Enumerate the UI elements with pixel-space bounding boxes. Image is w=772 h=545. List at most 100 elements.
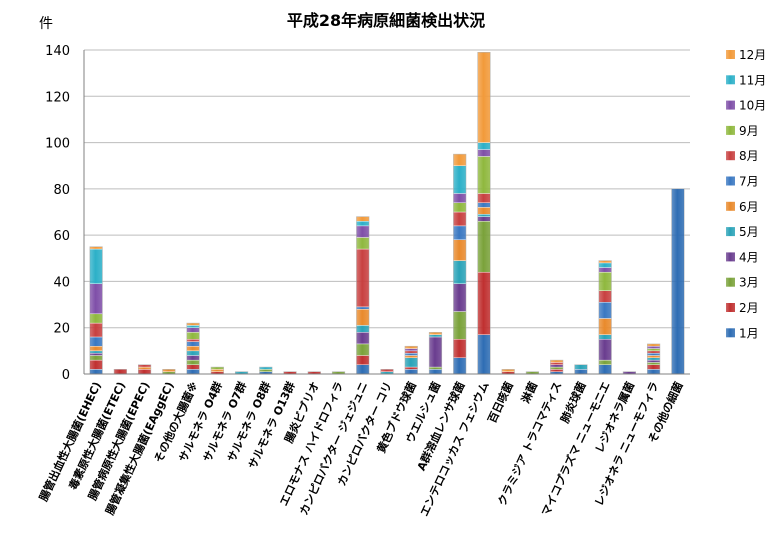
bar-segment <box>550 359 564 363</box>
bar-segment <box>89 352 103 356</box>
bar-segment <box>186 355 200 361</box>
bar-segment <box>453 202 467 213</box>
bar-segment <box>550 369 564 372</box>
legend-swatch <box>726 125 735 135</box>
bar-segment <box>574 369 588 375</box>
bar-segment <box>647 350 661 354</box>
bar-segment <box>186 364 200 370</box>
chart-title: 平成28年病原細菌検出状況 <box>287 11 485 30</box>
legend-swatch <box>726 303 735 312</box>
bar-segment <box>550 366 564 370</box>
bar-segment <box>356 355 370 365</box>
bar-segment <box>404 366 418 370</box>
bar-segment <box>647 355 661 359</box>
bar-segment <box>647 364 661 370</box>
bar-segment <box>89 350 103 354</box>
bar-segment <box>356 306 370 310</box>
bar-segment <box>186 350 200 356</box>
bar-segment <box>186 346 200 352</box>
legend-label: 3月 <box>739 276 759 290</box>
bar-segment <box>89 346 103 352</box>
bar-segment <box>428 366 442 370</box>
bar-segment <box>89 246 103 250</box>
bar-segment <box>453 260 467 284</box>
bar-segment <box>477 52 491 143</box>
bar-segment <box>574 364 588 370</box>
bar-segment <box>453 357 467 375</box>
y-tick-label: 60 <box>53 229 70 244</box>
y-tick-label: 20 <box>53 322 70 337</box>
legend-swatch <box>726 328 735 338</box>
bar-segment <box>162 369 176 372</box>
bar-segment <box>428 369 442 375</box>
legend-swatch <box>726 100 735 110</box>
legend-swatch <box>726 277 735 287</box>
bar-segment <box>647 343 661 347</box>
bar-segment <box>453 339 467 358</box>
y-tick-label: 0 <box>62 368 70 383</box>
bar-segment <box>404 357 418 368</box>
legend-swatch <box>726 227 735 237</box>
bar-segment <box>598 359 612 365</box>
bar-segment <box>598 302 612 319</box>
bar-segment <box>598 339 612 361</box>
bar-segment <box>113 369 127 375</box>
bar-segment <box>186 325 200 328</box>
bar-segment <box>598 271 612 291</box>
bar-segment <box>477 149 491 157</box>
bar-segment <box>453 225 467 240</box>
legend-swatch <box>726 201 735 211</box>
y-tick-label: 80 <box>53 183 70 198</box>
y-tick-label: 40 <box>53 275 70 290</box>
bar-segment <box>186 322 200 326</box>
bar-segment <box>186 359 200 365</box>
bar-segment <box>210 366 224 370</box>
bar-segment <box>453 311 467 340</box>
bar-segment <box>428 332 442 335</box>
bar-segment <box>186 332 200 340</box>
legend-swatch <box>726 50 735 59</box>
legend-swatch <box>726 176 735 186</box>
bar-segment <box>210 369 224 372</box>
bar-segment <box>138 364 152 368</box>
legend: 12月 11月 10月 9月 8月 7月 6月 5月 4月 3月 2月 1月 <box>726 48 766 340</box>
bar-segment <box>356 332 370 345</box>
bar-segment <box>453 193 467 203</box>
bar-segment <box>404 348 418 352</box>
bar-segment <box>404 350 418 354</box>
bar-segment <box>356 325 370 333</box>
bar-segment <box>550 364 564 368</box>
bar-segment <box>89 283 103 315</box>
bar-segment <box>89 322 103 338</box>
bar-segment <box>477 334 491 375</box>
bar-segment <box>477 193 491 203</box>
legend-swatch <box>726 151 735 161</box>
legend-label: 1月 <box>739 326 759 340</box>
bar-segment <box>647 362 661 365</box>
bar-segment <box>671 188 685 375</box>
bar-segment <box>89 248 103 284</box>
bar-segment <box>453 153 467 166</box>
legend-label: 10月 <box>739 99 766 113</box>
bar-segment <box>453 283 467 312</box>
bar-segment <box>598 290 612 303</box>
bar-segment <box>380 369 394 372</box>
gridlines <box>84 49 690 375</box>
bar-segment <box>477 142 491 150</box>
bar-segment <box>186 369 200 375</box>
legend-label: 11月 <box>739 73 766 87</box>
bar-segment <box>259 369 273 372</box>
bar-segment <box>89 313 103 324</box>
x-axis <box>83 50 690 375</box>
legend-swatch <box>726 75 735 85</box>
y-axis-ticks: 0 20 40 60 80 100 120 140 <box>45 44 70 383</box>
bar-segment <box>356 221 370 227</box>
bar-segment <box>453 239 467 261</box>
bar-segment <box>647 346 661 349</box>
bars <box>89 52 685 375</box>
bar-segment <box>477 221 491 273</box>
bar-segment <box>356 343 370 356</box>
legend-label: 4月 <box>739 250 759 264</box>
bar-segment <box>501 369 515 372</box>
